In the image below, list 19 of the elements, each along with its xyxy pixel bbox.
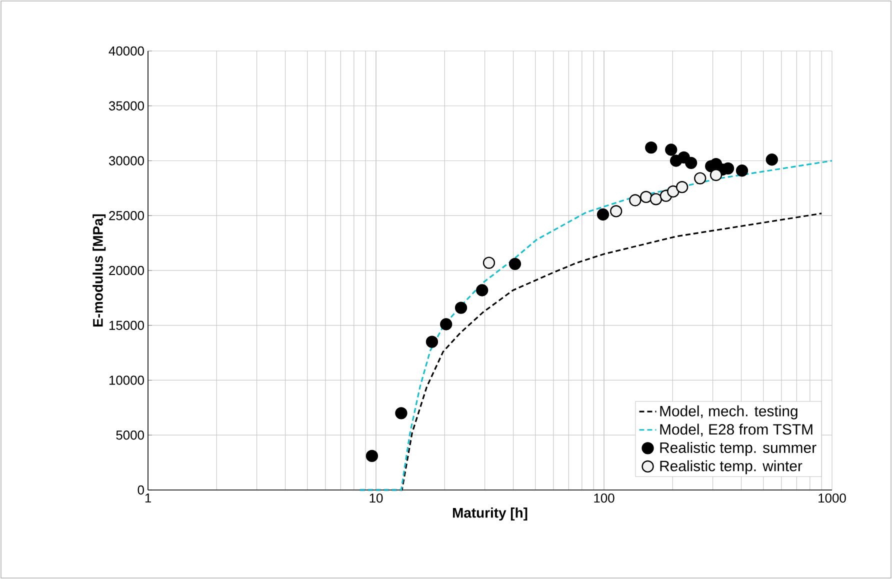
x-tick-label: 10 <box>370 494 383 503</box>
y-tick-label: 10000 <box>109 376 144 385</box>
x-tick-label: 100 <box>594 494 614 503</box>
y-tick-label: 0 <box>138 485 144 495</box>
y-tick-label: 25000 <box>109 211 144 220</box>
x-tick-label: 1000 <box>818 494 846 503</box>
y-tick-label: 5000 <box>116 430 144 440</box>
y-tick-label: 30000 <box>108 156 144 166</box>
y-tick-label: 15000 <box>109 320 144 330</box>
y-axis-title: E-modulus [MPa] <box>92 214 106 326</box>
x-tick-label: 1 <box>145 494 151 502</box>
legend-label: Realistic temp. summer <box>660 442 816 456</box>
y-tick-label: 40000 <box>108 46 144 56</box>
x-axis-title: Maturity [h] <box>452 508 528 521</box>
y-tick-label: 35000 <box>108 101 144 110</box>
legend-label: Realistic temp. winter <box>660 460 802 474</box>
legend-label: Model, E28 from TSTM <box>660 424 812 436</box>
legend-label: Model, mech. testing <box>660 405 798 420</box>
y-tick-label: 20000 <box>109 266 144 276</box>
